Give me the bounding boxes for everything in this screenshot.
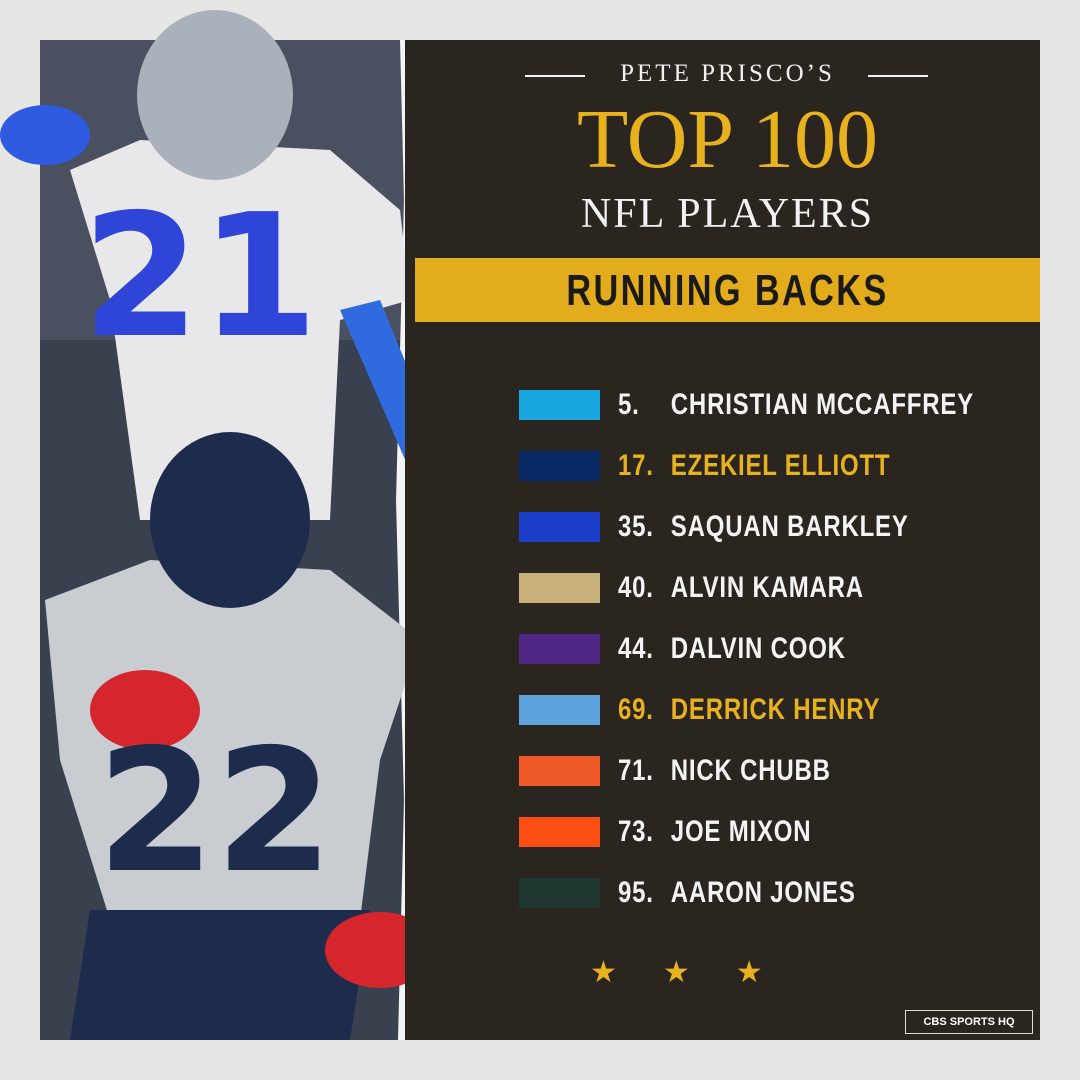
player-rank: 95.: [618, 876, 654, 909]
pants: [70, 910, 370, 1040]
jersey-top: [70, 140, 410, 520]
team-logo: [519, 573, 600, 603]
team-logo: [519, 817, 600, 847]
player-text: 71. NICK CHUBB: [618, 754, 831, 788]
jersey-number: 21: [82, 178, 319, 376]
brand: CBS SPORTS HQ: [905, 1010, 1033, 1034]
player-name: JOE MIXON: [670, 815, 812, 848]
player-name: AARON JONES: [670, 876, 856, 909]
kicker: PETE PRISCO’S: [620, 60, 835, 87]
player-row: 35. SAQUAN BARKLEY: [519, 510, 981, 544]
player-name: DERRICK HENRY: [670, 693, 881, 726]
team-logo: [519, 451, 600, 481]
player-name: EZEKIEL ELLIOTT: [670, 449, 891, 482]
helmet-top: [137, 10, 293, 180]
player-rank: 69.: [618, 693, 654, 726]
banner: [415, 258, 1040, 322]
team-logo: [519, 756, 600, 786]
player-name: SAQUAN BARKLEY: [670, 510, 909, 543]
player-row: 69. DERRICK HENRY: [519, 693, 946, 727]
player-row: 95. AARON JONES: [519, 876, 915, 910]
helmet-bottom: [150, 432, 310, 608]
stars: ★★★: [590, 956, 809, 989]
player-row: 71. NICK CHUBB: [519, 754, 884, 788]
player-rank: 44.: [618, 632, 654, 665]
rule: [868, 75, 928, 77]
player-rank: 5.: [618, 388, 640, 421]
player-rank: 71.: [618, 754, 654, 787]
player-row: 73. JOE MIXON: [519, 815, 860, 849]
player-text: 69. DERRICK HENRY: [618, 693, 880, 727]
player-text: 17. EZEKIEL ELLIOTT: [618, 449, 890, 483]
player-row: 5. CHRISTIAN MCCAFFREY: [519, 388, 1063, 422]
glove: [0, 105, 90, 165]
jersey-number: 22: [97, 713, 334, 911]
team-logo: [519, 512, 600, 542]
player-text: 73. JOE MIXON: [618, 815, 811, 849]
team-logo: [519, 634, 600, 664]
title: TOP 100: [576, 93, 879, 186]
jersey-bottom: [45, 560, 420, 920]
player-text: 40. ALVIN KAMARA: [618, 571, 864, 605]
banner-text: RUNNING BACKS: [566, 266, 889, 315]
player-row: 40. ALVIN KAMARA: [519, 571, 925, 605]
player-text: 35. SAQUAN BARKLEY: [618, 510, 909, 544]
panel: [405, 40, 1040, 1040]
team-logo: [519, 390, 600, 420]
player-rank: 35.: [618, 510, 654, 543]
player-row: 17. EZEKIEL ELLIOTT: [519, 449, 958, 483]
player-text: 44. DALVIN COOK: [618, 632, 846, 666]
player-rank: 40.: [618, 571, 654, 604]
team-logo: [519, 878, 600, 908]
player-rank: 73.: [618, 815, 654, 848]
player-rank: 17.: [618, 449, 654, 482]
player-name: NICK CHUBB: [670, 754, 831, 787]
player-name: DALVIN COOK: [670, 632, 846, 665]
player-name: CHRISTIAN MCCAFFREY: [670, 388, 974, 421]
subtitle: NFL PLAYERS: [580, 191, 875, 237]
player-name: ALVIN KAMARA: [670, 571, 864, 604]
player-text: 95. AARON JONES: [618, 876, 856, 910]
team-logo: [519, 695, 600, 725]
player-row: 44. DALVIN COOK: [519, 632, 903, 666]
player-text: 5. CHRISTIAN MCCAFFREY: [618, 388, 974, 422]
glove-red: [90, 670, 200, 750]
rule: [525, 75, 585, 77]
